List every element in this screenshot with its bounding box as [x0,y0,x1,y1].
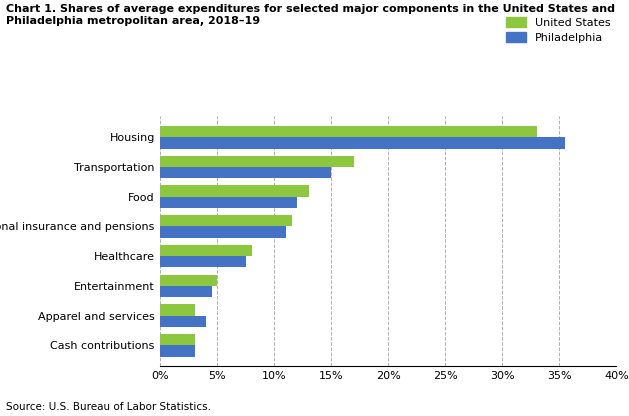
Bar [160,126,537,137]
Bar [160,316,206,327]
Text: Chart 1. Shares of average expenditures for selected major components in the Uni: Chart 1. Shares of average expenditures … [6,4,615,26]
Bar [160,245,252,256]
Bar [160,137,565,149]
Bar [160,215,291,226]
Bar [160,334,194,345]
Text: Source: U.S. Bureau of Labor Statistics.: Source: U.S. Bureau of Labor Statistics. [6,402,211,412]
Bar [160,186,309,197]
Bar [160,256,246,267]
Bar [160,156,354,167]
Bar [160,275,218,286]
Bar [160,167,331,178]
Bar [160,304,194,316]
Bar [160,226,286,238]
Legend: United States, Philadelphia: United States, Philadelphia [506,17,611,43]
Bar [160,286,212,297]
Bar [160,345,194,357]
Bar [160,197,298,208]
